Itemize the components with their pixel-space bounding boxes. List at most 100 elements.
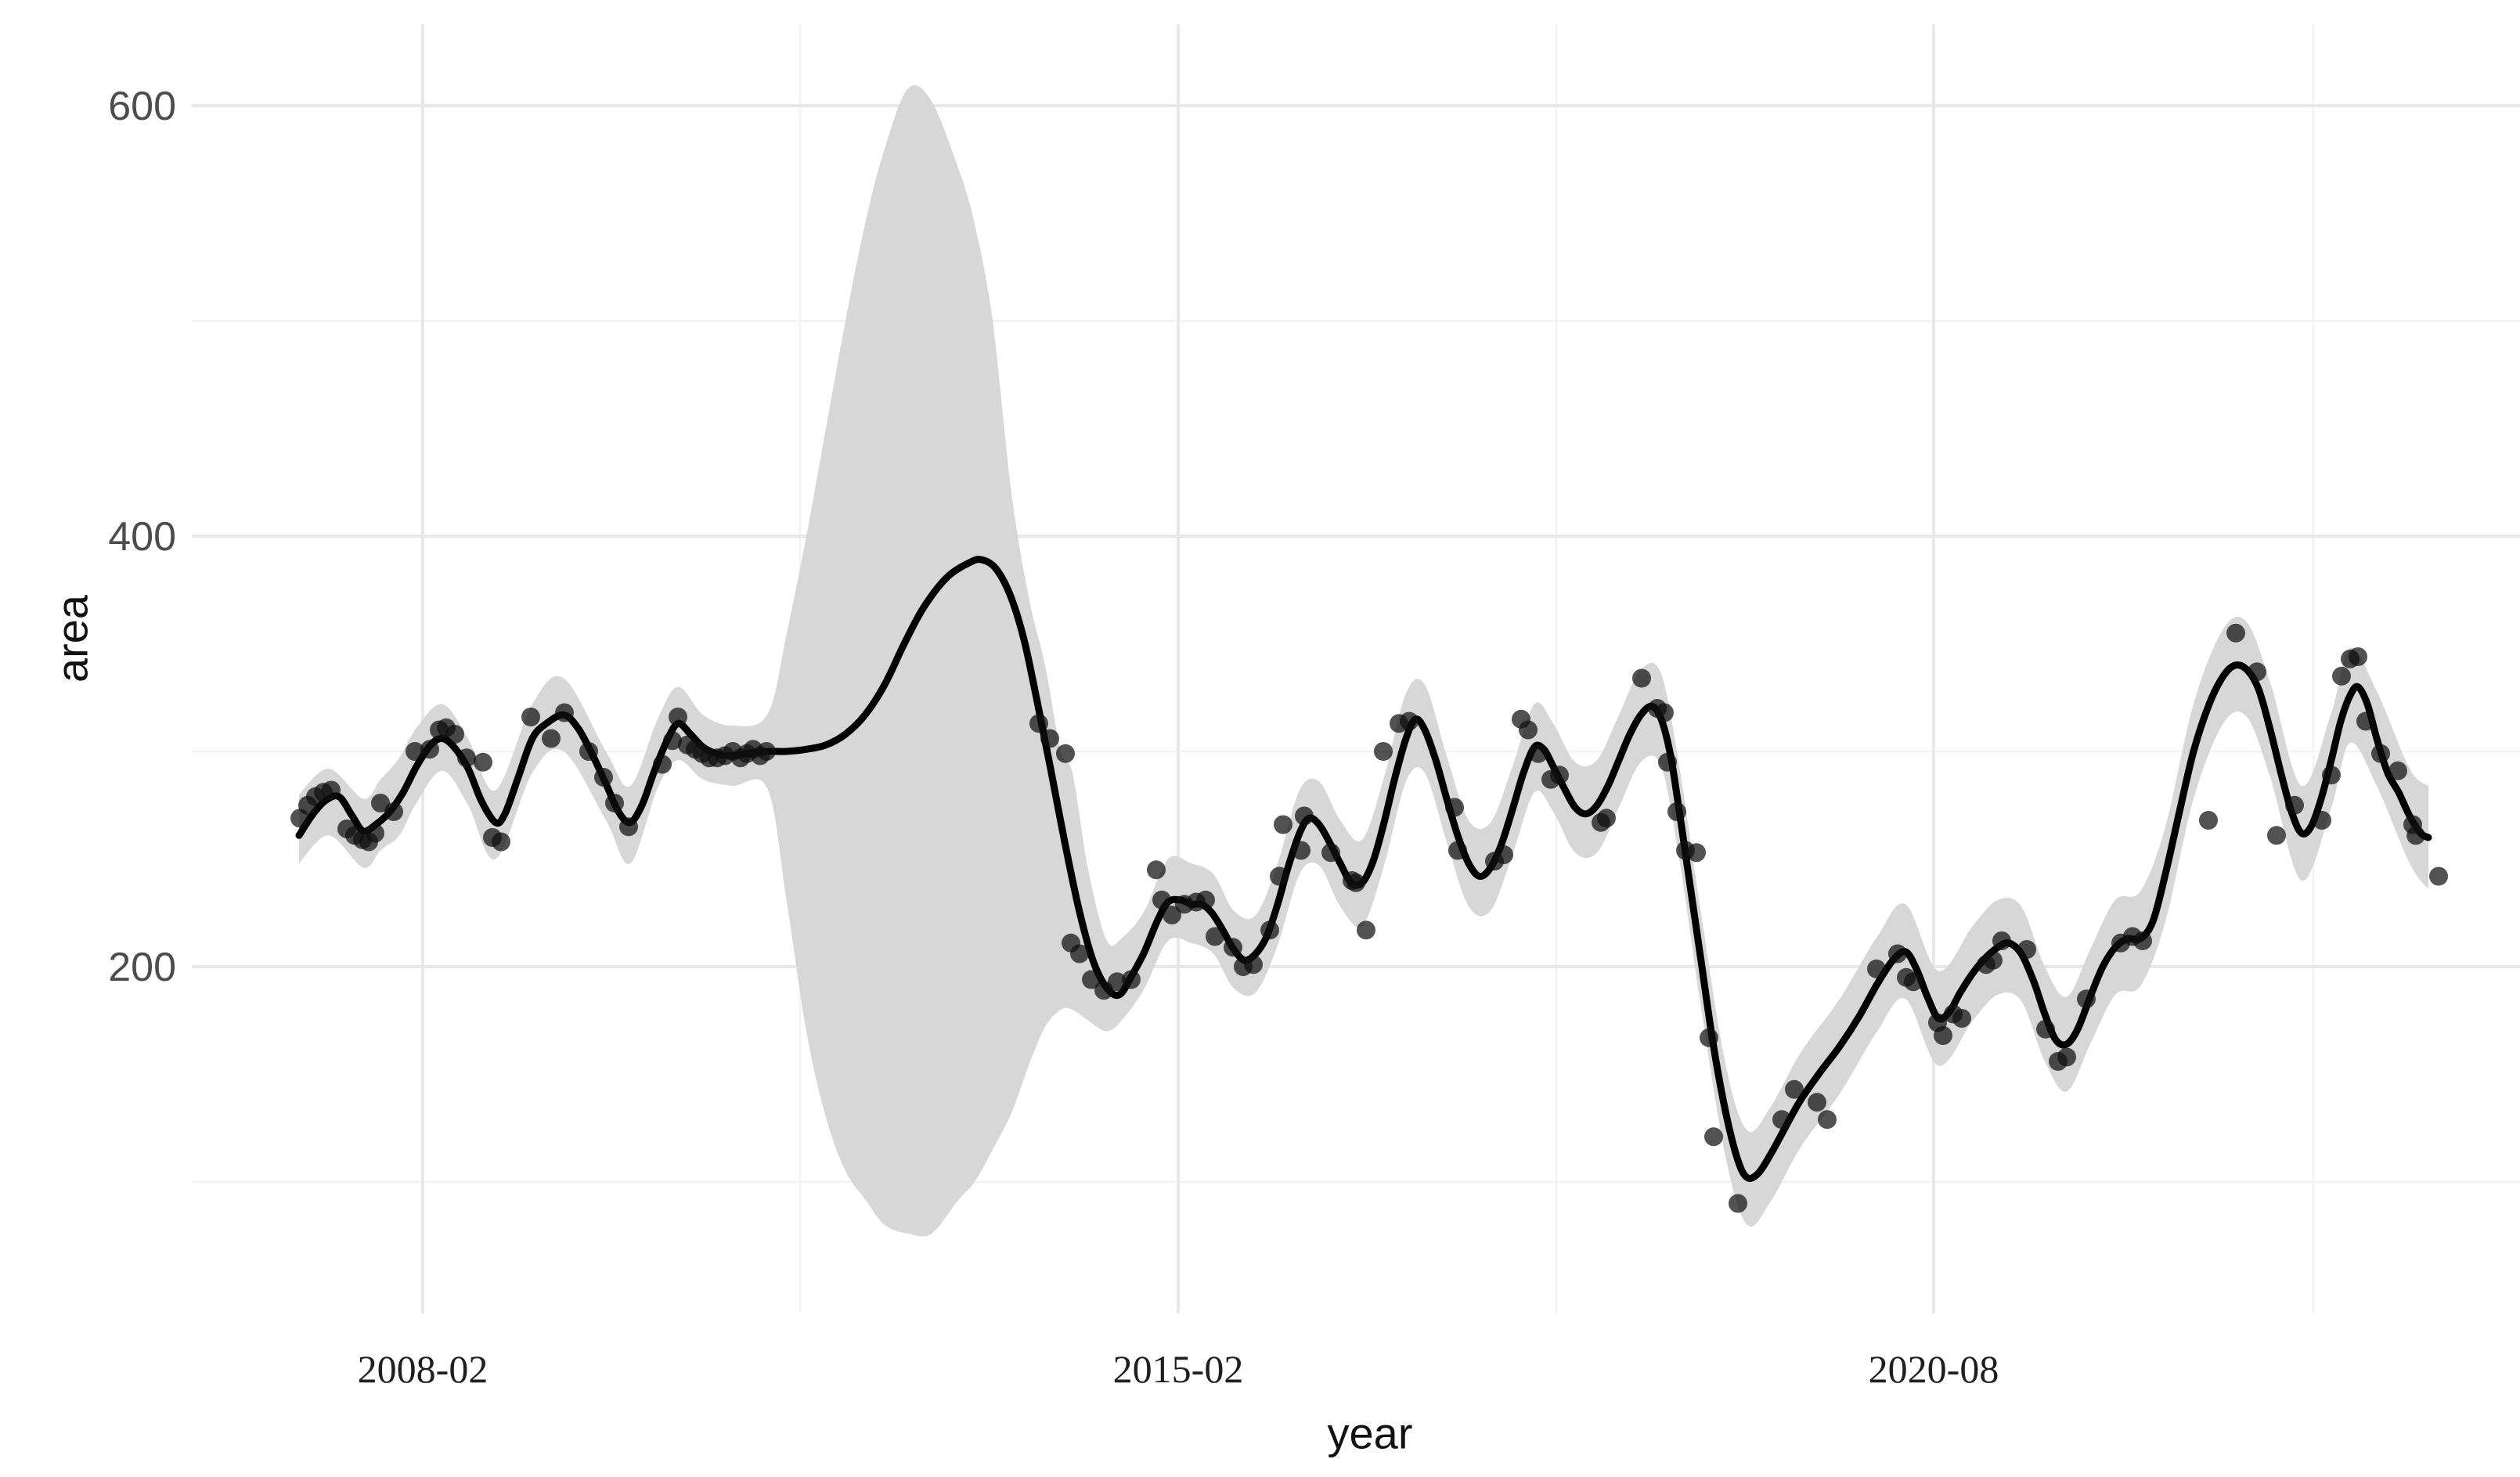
data-point bbox=[1244, 955, 1263, 974]
data-point bbox=[1347, 873, 1365, 892]
data-point bbox=[1040, 729, 1059, 748]
data-point bbox=[619, 817, 638, 837]
data-point bbox=[2406, 826, 2425, 845]
x-axis-title: year bbox=[1327, 1408, 1413, 1458]
data-point bbox=[1529, 744, 1548, 763]
data-point bbox=[1519, 720, 1538, 740]
data-point bbox=[1374, 742, 1393, 761]
data-point bbox=[1704, 1127, 1723, 1147]
data-point bbox=[1056, 744, 1075, 763]
data-point bbox=[1904, 972, 1923, 992]
data-point bbox=[579, 742, 598, 761]
data-point bbox=[1445, 798, 1464, 817]
plot-area: 600 400 200 2008-02 2015-02 2020-08 bbox=[108, 24, 2520, 1391]
data-point bbox=[1070, 944, 1089, 964]
data-point bbox=[322, 780, 341, 800]
data-point bbox=[1357, 920, 1375, 940]
data-point bbox=[2349, 647, 2367, 666]
data-point bbox=[1108, 972, 1127, 992]
data-point bbox=[757, 742, 776, 761]
data-point bbox=[384, 802, 403, 821]
data-point bbox=[406, 742, 424, 761]
data-point bbox=[1274, 815, 1292, 834]
data-point bbox=[420, 740, 439, 759]
data-point bbox=[1952, 1009, 1971, 1028]
data-point bbox=[1094, 981, 1113, 1000]
y-tick-label: 600 bbox=[108, 84, 176, 129]
data-point bbox=[1147, 860, 1166, 880]
data-point bbox=[371, 794, 390, 812]
data-point bbox=[653, 755, 672, 774]
x-tick-label: 2020-08 bbox=[1869, 1347, 1999, 1391]
data-point bbox=[1808, 1093, 1826, 1112]
data-point bbox=[1729, 1194, 1747, 1213]
data-point bbox=[1658, 752, 1677, 772]
data-point bbox=[1029, 714, 1048, 733]
data-point bbox=[1667, 802, 1686, 821]
data-point bbox=[594, 768, 613, 787]
data-point bbox=[2388, 761, 2407, 780]
data-point bbox=[1632, 668, 1651, 688]
data-point bbox=[1400, 711, 1419, 731]
data-point bbox=[2322, 766, 2341, 785]
data-point bbox=[2199, 811, 2218, 830]
data-point bbox=[1152, 890, 1171, 910]
data-point bbox=[2017, 940, 2036, 959]
data-point bbox=[2226, 623, 2245, 643]
data-point bbox=[1206, 927, 1224, 946]
data-point bbox=[2267, 826, 2286, 845]
data-point bbox=[1494, 845, 1513, 864]
data-point bbox=[2371, 744, 2390, 763]
data-point bbox=[555, 703, 574, 722]
data-point bbox=[2036, 1019, 2055, 1039]
data-point bbox=[457, 748, 476, 768]
data-point bbox=[2248, 662, 2266, 682]
data-point bbox=[1122, 970, 1141, 989]
data-point bbox=[1655, 703, 1674, 722]
chart-figure: 600 400 200 2008-02 2015-02 2020-08 area year bbox=[31, 13, 2520, 1464]
data-point bbox=[1321, 843, 1340, 863]
data-point bbox=[1292, 841, 1310, 860]
data-point bbox=[2057, 1047, 2076, 1067]
data-point bbox=[2332, 666, 2351, 686]
data-point bbox=[2313, 811, 2331, 830]
data-point bbox=[669, 708, 687, 726]
data-point bbox=[663, 731, 682, 751]
data-point bbox=[492, 832, 510, 852]
data-point bbox=[1785, 1079, 1804, 1099]
data-point bbox=[605, 794, 624, 812]
data-point bbox=[1818, 1110, 1837, 1129]
y-tick-label: 400 bbox=[108, 514, 176, 560]
data-point bbox=[1196, 890, 1215, 910]
data-point bbox=[1224, 938, 1242, 957]
data-point bbox=[2429, 866, 2448, 886]
data-point bbox=[1888, 944, 1907, 964]
data-point bbox=[1260, 920, 1279, 940]
data-point bbox=[1934, 1026, 1952, 1045]
data-point bbox=[2133, 931, 2152, 950]
data-point bbox=[2285, 795, 2304, 815]
data-point bbox=[1270, 866, 1289, 886]
data-point bbox=[2356, 711, 2375, 731]
y-tick-label: 200 bbox=[108, 945, 176, 990]
data-point bbox=[1448, 841, 1467, 860]
data-point bbox=[1082, 970, 1101, 989]
data-point bbox=[1687, 843, 1706, 863]
data-point bbox=[1772, 1110, 1791, 1129]
data-point bbox=[366, 823, 384, 843]
x-tick-label: 2008-02 bbox=[358, 1347, 488, 1391]
data-point bbox=[1867, 959, 1886, 978]
data-point bbox=[521, 708, 540, 726]
data-point bbox=[542, 729, 561, 748]
data-point bbox=[1700, 1028, 1718, 1047]
data-point bbox=[1597, 809, 1616, 828]
data-point bbox=[1163, 906, 1181, 924]
confidence-ribbon bbox=[299, 85, 2428, 1237]
data-point bbox=[474, 752, 492, 772]
y-axis-title: area bbox=[47, 594, 97, 683]
data-point bbox=[1984, 950, 2003, 970]
data-point bbox=[1295, 806, 1314, 826]
data-point bbox=[1992, 931, 2011, 950]
data-point bbox=[2077, 989, 2096, 1009]
data-point bbox=[1550, 766, 1569, 785]
